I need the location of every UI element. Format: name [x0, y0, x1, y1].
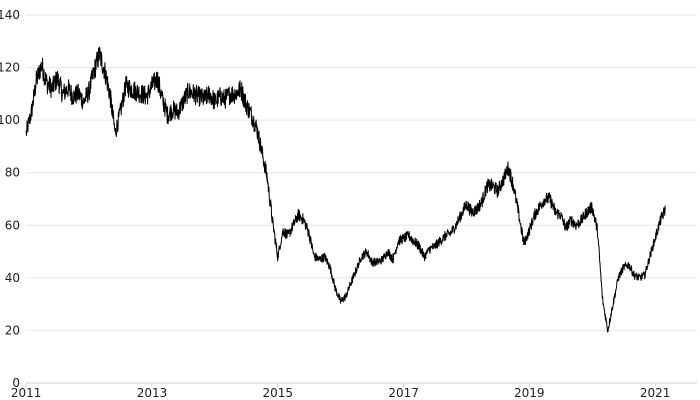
x-tick-label: 2015	[262, 386, 293, 400]
y-tick-label: 60	[5, 218, 20, 232]
y-tick-label: 20	[5, 323, 20, 337]
x-tick-label: 2019	[514, 386, 545, 400]
y-tick-label: 100	[0, 113, 20, 127]
x-axis-tick-labels: 2011 2013 2015 2017 2019 2021	[11, 386, 671, 400]
y-tick-label: 120	[0, 61, 20, 75]
gridlines	[26, 14, 697, 331]
x-axis	[25, 382, 697, 387]
x-tick-label: 2021	[640, 386, 671, 400]
x-tick-label: 2013	[137, 386, 168, 400]
y-axis-tick-labels: 0 20 40 60 80 100 120 140	[0, 8, 20, 390]
y-tick-label: 0	[12, 376, 20, 390]
series-line	[25, 46, 666, 333]
x-tick-label: 2011	[11, 386, 42, 400]
series-layer	[25, 46, 666, 333]
y-tick-label: 40	[5, 271, 20, 285]
y-tick-label: 140	[0, 8, 20, 22]
y-tick-label: 80	[5, 166, 20, 180]
x-tick-label: 2017	[388, 386, 419, 400]
